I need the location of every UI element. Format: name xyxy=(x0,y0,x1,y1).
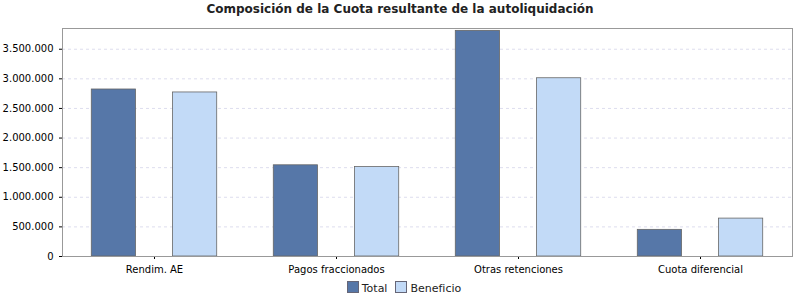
svg-text:0: 0 xyxy=(47,251,53,262)
svg-text:Pagos fraccionados: Pagos fraccionados xyxy=(288,264,384,275)
html-text:Total: Total xyxy=(361,282,388,295)
html-text:Beneficio: Beneficio xyxy=(410,282,462,295)
svg-text:3.500.000: 3.500.000 xyxy=(3,43,54,54)
svg-text:2.500.000: 2.500.000 xyxy=(3,103,54,114)
svg-text:1.500.000: 1.500.000 xyxy=(3,162,54,173)
html-text:Composición de la Cuota result: Composición de la Cuota resultante de la… xyxy=(206,2,594,16)
svg-text:2.000.000: 2.000.000 xyxy=(3,132,54,143)
svg-text:Cuota diferencial: Cuota diferencial xyxy=(658,264,743,275)
svg-text:500.000: 500.000 xyxy=(12,221,53,232)
svg-text:Rendim. AE: Rendim. AE xyxy=(126,264,183,275)
svg-text:Otras retenciones: Otras retenciones xyxy=(474,264,563,275)
svg-text:3.000.000: 3.000.000 xyxy=(3,73,54,84)
svg-text:1.000.000: 1.000.000 xyxy=(3,191,54,202)
